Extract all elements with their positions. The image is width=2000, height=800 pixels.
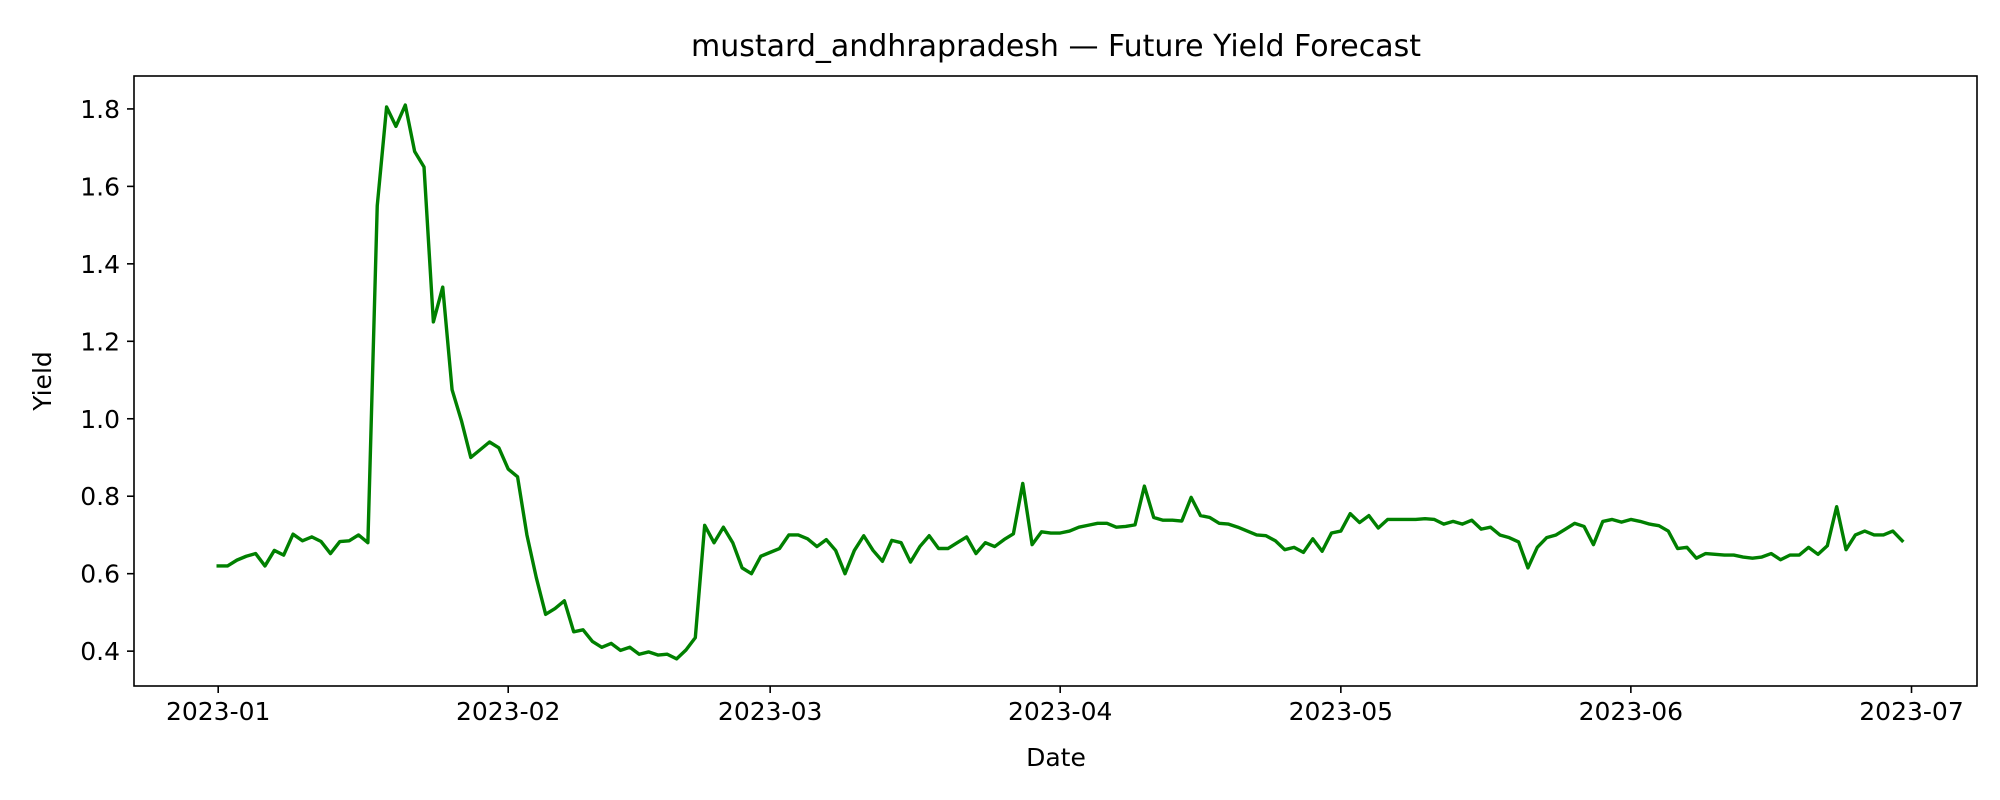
x-axis: 2023-01 2023-02 2023-03 2023-04 2023-05 2023-… bbox=[166, 686, 1964, 726]
x-tick-label: 2023-03 bbox=[718, 697, 822, 726]
y-tick-label: 1.0 bbox=[80, 405, 120, 434]
plot-content bbox=[216, 103, 1905, 661]
x-tick-label: 2023-02 bbox=[456, 697, 560, 726]
y-tick-label: 0.6 bbox=[80, 560, 120, 589]
x-tick-label: 2023-04 bbox=[1008, 697, 1112, 726]
x-tick-label: 2023-06 bbox=[1579, 697, 1683, 726]
x-tick-label: 2023-01 bbox=[166, 697, 270, 726]
x-tick-label: 2023-07 bbox=[1859, 697, 1963, 726]
series-line-0 bbox=[216, 103, 1905, 661]
y-tick-label: 1.8 bbox=[80, 95, 120, 124]
x-axis-label: Date bbox=[1026, 743, 1086, 772]
x-tick-label: 2023-05 bbox=[1289, 697, 1393, 726]
y-tick-label: 0.8 bbox=[80, 482, 120, 511]
y-tick-label: 1.4 bbox=[80, 250, 120, 279]
y-tick-label: 0.4 bbox=[80, 637, 120, 666]
y-tick-label: 1.6 bbox=[80, 172, 120, 201]
chart-title: mustard_andhrapradesh — Future Yield For… bbox=[691, 29, 1421, 64]
y-axis-label: Yield bbox=[28, 351, 57, 412]
y-tick-label: 1.2 bbox=[80, 327, 120, 356]
plot-area bbox=[133, 75, 1978, 687]
y-axis: 0.4 0.6 0.8 1.0 1.2 1.4 1.6 1.8 bbox=[80, 95, 134, 666]
